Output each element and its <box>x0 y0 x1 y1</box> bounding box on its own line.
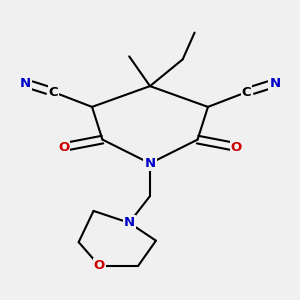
Text: N: N <box>144 157 156 170</box>
Text: C: C <box>49 85 58 98</box>
Text: O: O <box>58 140 69 154</box>
Text: C: C <box>242 85 251 98</box>
Text: N: N <box>20 76 31 90</box>
Text: N: N <box>124 216 135 229</box>
Text: O: O <box>231 140 242 154</box>
Text: O: O <box>94 260 105 272</box>
Text: N: N <box>269 76 281 90</box>
